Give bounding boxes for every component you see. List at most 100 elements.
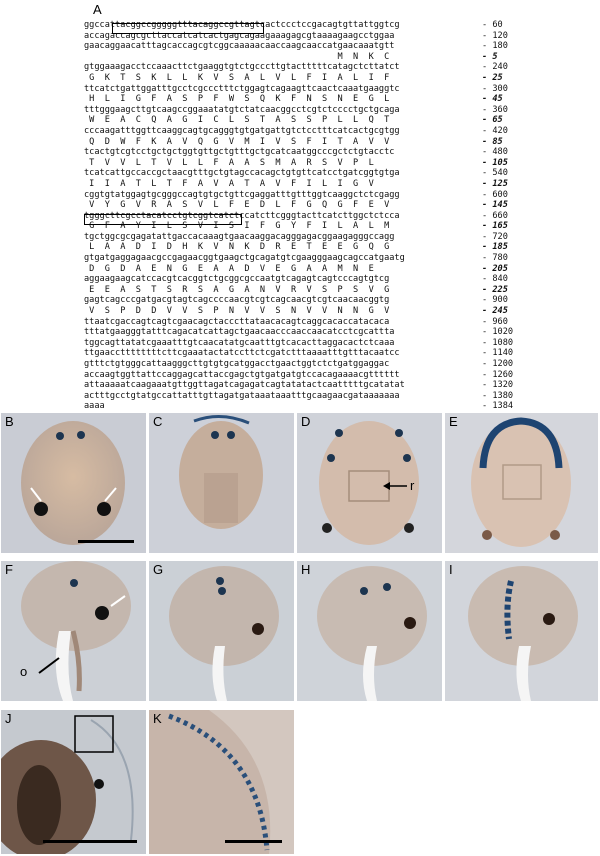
sequence-text: Q D W F K A V Q G V M I V S F I T A V V (84, 136, 390, 147)
nucleotide-sequence-row: gtggaaagacctccaaacttctgaaggtgtctgcccttgt… (84, 62, 584, 73)
sequence-position-number: - 45 (482, 94, 503, 105)
protein-sequence-row: V S P D D V V S P N V V S N V V N N G V-… (84, 306, 584, 317)
sequence-text: cggtgtatggagtgcgggccagtgtgctgttcgaggattt… (84, 189, 400, 200)
sequence-text: ttgaaccttttttttcttcgaaatactatccttctcgatc… (84, 348, 400, 359)
sequence-position-number: - 1200 (482, 359, 514, 369)
nucleotide-sequence-row: tttgggaagcttgtcaagccggaaatatgtctatcaacgg… (84, 105, 584, 116)
nucleotide-sequence-row: ttaatcgaccagtcagtcgaacagctacccttataacaca… (84, 317, 584, 328)
panel-h-image (297, 561, 442, 701)
embryo-lateral-image-f (21, 561, 131, 701)
embryo-image-e (471, 417, 571, 547)
panel-label-i: I (449, 562, 453, 577)
protein-sequence-row: V Y G V R A S V L F E D L F G Q G F E V-… (84, 200, 584, 211)
sequence-position-number: - 180 (482, 41, 508, 52)
sequence-text: actttgcctgtatgccattatttgttagatgataaataaa… (84, 390, 400, 401)
annotation-o: o (20, 664, 28, 679)
sequence-text: H L I G F A S P F W S Q K F N S N E G L (84, 94, 390, 105)
sequence-text: L A A D I D H K V N K D R E T E E G Q G (84, 242, 390, 253)
sequence-position-number: - 60 (482, 20, 503, 30)
nucleotide-sequence-row: aaaa - 1384 (84, 401, 584, 412)
sequence-text: attaaaaatcaagaaatgttggttagatcagagatcagta… (84, 380, 405, 391)
nucleotide-sequence-row: tgctggcgcgagatattgaccacaaagtgaacaaggacag… (84, 232, 584, 243)
sequence-position-number: - 185 (482, 242, 508, 253)
sequence-text: M N K C (84, 51, 390, 62)
sequence-position-number: - 600 (482, 189, 508, 200)
scale-bar-b (78, 540, 134, 543)
sequence-position-number: - 420 (482, 125, 508, 136)
sequence-position-number: - 245 (482, 306, 508, 317)
sequence-position-number: - 480 (482, 147, 508, 158)
panel-d-image (297, 413, 442, 553)
scale-bar-k (225, 840, 282, 843)
sequence-position-number: - 225 (482, 284, 508, 295)
embryo-lateral-image-i (468, 566, 578, 701)
sequence-text: tttgggaagcttgtcaagccggaaatatgtctatcaacgg… (84, 104, 400, 115)
panel-label-c: C (153, 414, 163, 429)
sequence-position-number: - 85 (482, 136, 503, 147)
sequence-text: gtttctgtgggcattaagggcttgtgtgcatggacctgaa… (84, 359, 390, 369)
nucleotide-sequence-row: cccaagatttggttcaaggcagtgcagggtgtgatgattg… (84, 126, 584, 137)
sequence-position-number: - 540 (482, 168, 508, 179)
protein-sequence-row: Q D W F K A V Q G V M I V S F I T A V V-… (84, 137, 584, 148)
panel-label-j: J (5, 711, 12, 726)
sequence-text: W E A C Q A G I C L S T A S S P L L Q T (84, 115, 390, 126)
sequence-position-number: - 300 (482, 83, 508, 94)
nucleotide-sequence-row: accaagtggttattccaggagcattaccgagctgtgatga… (84, 370, 584, 381)
sequence-text: I I A T L T F A V A T A V F I L I G V (84, 178, 374, 189)
protein-sequence-row: W E A C Q A G I C L S T A S S P L L Q T-… (84, 115, 584, 126)
nucleotide-sequence-row: accagaccagcgcttaccatcatcactgagcagaagaaag… (84, 31, 584, 42)
sequence-position-number: - 960 (482, 316, 508, 327)
nucleotide-sequence-row: actttgcctgtatgccattatttgttagatgataaataaa… (84, 391, 584, 402)
sequence-position-number: - 360 (482, 104, 508, 115)
sequence-text: E E A S T S R S A G A N V R V S P S V G (84, 284, 390, 295)
protein-sequence-row: G K T S K L L K V S A L V L F I A L I F-… (84, 73, 584, 84)
nucleotide-sequence-row: tcactgtcgtcctgctgctggtgttgctgtttgctgcatc… (84, 147, 584, 158)
embryo-lateral-image-g (169, 566, 279, 701)
nucleotide-sequence-row: gaacaggaacatttagcaccagcgtcggcaaaaacaacca… (84, 41, 584, 52)
nucleotide-sequence-row: ggccattacggccgggggtttacaggccgttagtcactcc… (84, 20, 584, 31)
sequence-position-number: - 120 (482, 30, 508, 41)
nucleotide-sequence-row: gagtcagcccgatgacgtagtcagccccaacgtcgtcagc… (84, 295, 584, 306)
sequence-position-number: - 660 (482, 210, 508, 221)
sequence-text: gaacaggaacatttagcaccagcgtcggcaaaaacaacca… (84, 41, 395, 52)
sequence-text: D G D A E N G E A A D V E G A A M N E (84, 263, 374, 274)
panel-label-a: A (93, 2, 102, 17)
sequence-text: ttaatcgaccagtcagtcgaacagctacccttataacaca… (84, 316, 390, 327)
primer-box-forward (112, 23, 264, 34)
nucleotide-sequence-row: cggtgtatggagtgcgggccagtgtgctgttcgaggattt… (84, 190, 584, 201)
sequence-text: tcactgtcgtcctgctgctggtgttgctgtttgctgcatc… (84, 147, 395, 158)
sequence-position-number: - 165 (482, 221, 508, 232)
sequence-position-number: - 105 (482, 157, 508, 168)
panel-label-k: K (153, 711, 162, 726)
protein-sequence-row: M N K C - 5 (84, 52, 584, 63)
panel-label-e: E (449, 414, 458, 429)
sequence-text: aaaa (84, 401, 105, 412)
sequence-text: accaagtggttattccaggagcattaccgagctgtgatga… (84, 369, 400, 380)
panel-g-image (149, 561, 294, 701)
sequence-text: tttatgaagggtatttcagacatcattagctgaacaaccc… (84, 327, 395, 338)
protein-sequence-row: D G D A E N G E A A D V E G A A M N E - 2… (84, 264, 584, 275)
sequence-text: V S P D D V V S P N V V S N V V N N G V (84, 306, 390, 317)
sequence-text: accagaccagcgcttaccatcatcactgagcagaagaaag… (84, 30, 395, 41)
nucleotide-sequence-row: gtttctgtgggcattaagggcttgtgtgcatggacctgaa… (84, 359, 584, 370)
embryo-image-d (319, 421, 419, 545)
sequence-text: V Y G V R A S V L F E D L F G Q G F E V (84, 200, 390, 211)
nucleotide-sequence-row: gtgatgaggagaacgccgagaacggtgaagctgcagatgt… (84, 253, 584, 264)
sequence-position-number: - 125 (482, 178, 508, 189)
sequence-text: gtggaaagacctccaaacttctgaaggtgtctgcccttgt… (84, 62, 400, 73)
nucleotide-sequence-row: tttatgaagggtatttcagacatcattagctgaacaaccc… (84, 327, 584, 338)
panel-label-h: H (301, 562, 311, 577)
sequence-position-number: - 1380 (482, 390, 514, 401)
protein-sequence-row: G F A Y I L S V I S I F G Y F I L A L M-… (84, 221, 584, 232)
sequence-position-number: - 1140 (482, 348, 514, 359)
sequence-text: G F A Y I L S V I S I F G Y F I L A L M (84, 221, 390, 232)
panel-e-image (445, 413, 598, 553)
sequence-position-number: - 1020 (482, 327, 514, 338)
nucleotide-sequence-row: tggcagttatatcgaaatttgtcaacatatgcaatttgtc… (84, 338, 584, 349)
panel-j-image (1, 710, 146, 854)
sequence-position-number: - 205 (482, 263, 508, 274)
nucleotide-sequence-row: aggaagaagcatccacgtcacggtctgcggcgccaatgtc… (84, 274, 584, 285)
sequence-position-number: - 1080 (482, 337, 514, 348)
sequence-position-number: - 65 (482, 115, 503, 126)
embryo-dorsal-image (21, 421, 125, 545)
